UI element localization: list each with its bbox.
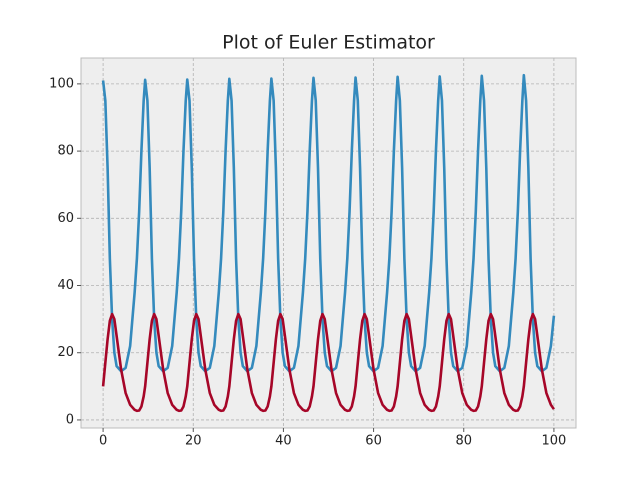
y-tick-label: 100 bbox=[49, 76, 74, 91]
y-tick-label: 80 bbox=[57, 144, 74, 159]
plot-area bbox=[80, 57, 577, 429]
x-tick-label: 80 bbox=[455, 434, 472, 449]
y-tick-label: 20 bbox=[57, 345, 74, 360]
x-tick-label: 60 bbox=[365, 434, 382, 449]
y-tick-label: 0 bbox=[66, 412, 74, 427]
series-line bbox=[101, 312, 555, 413]
y-tick-label: 40 bbox=[57, 278, 74, 293]
x-tick-label: 100 bbox=[541, 434, 566, 449]
x-tick-label: 0 bbox=[99, 434, 107, 449]
chart-title: Plot of Euler Estimator bbox=[222, 32, 435, 54]
y-tick-label: 60 bbox=[57, 211, 74, 226]
x-tick-label: 40 bbox=[275, 434, 292, 449]
x-tick-label: 20 bbox=[185, 434, 202, 449]
series-line bbox=[101, 73, 556, 373]
